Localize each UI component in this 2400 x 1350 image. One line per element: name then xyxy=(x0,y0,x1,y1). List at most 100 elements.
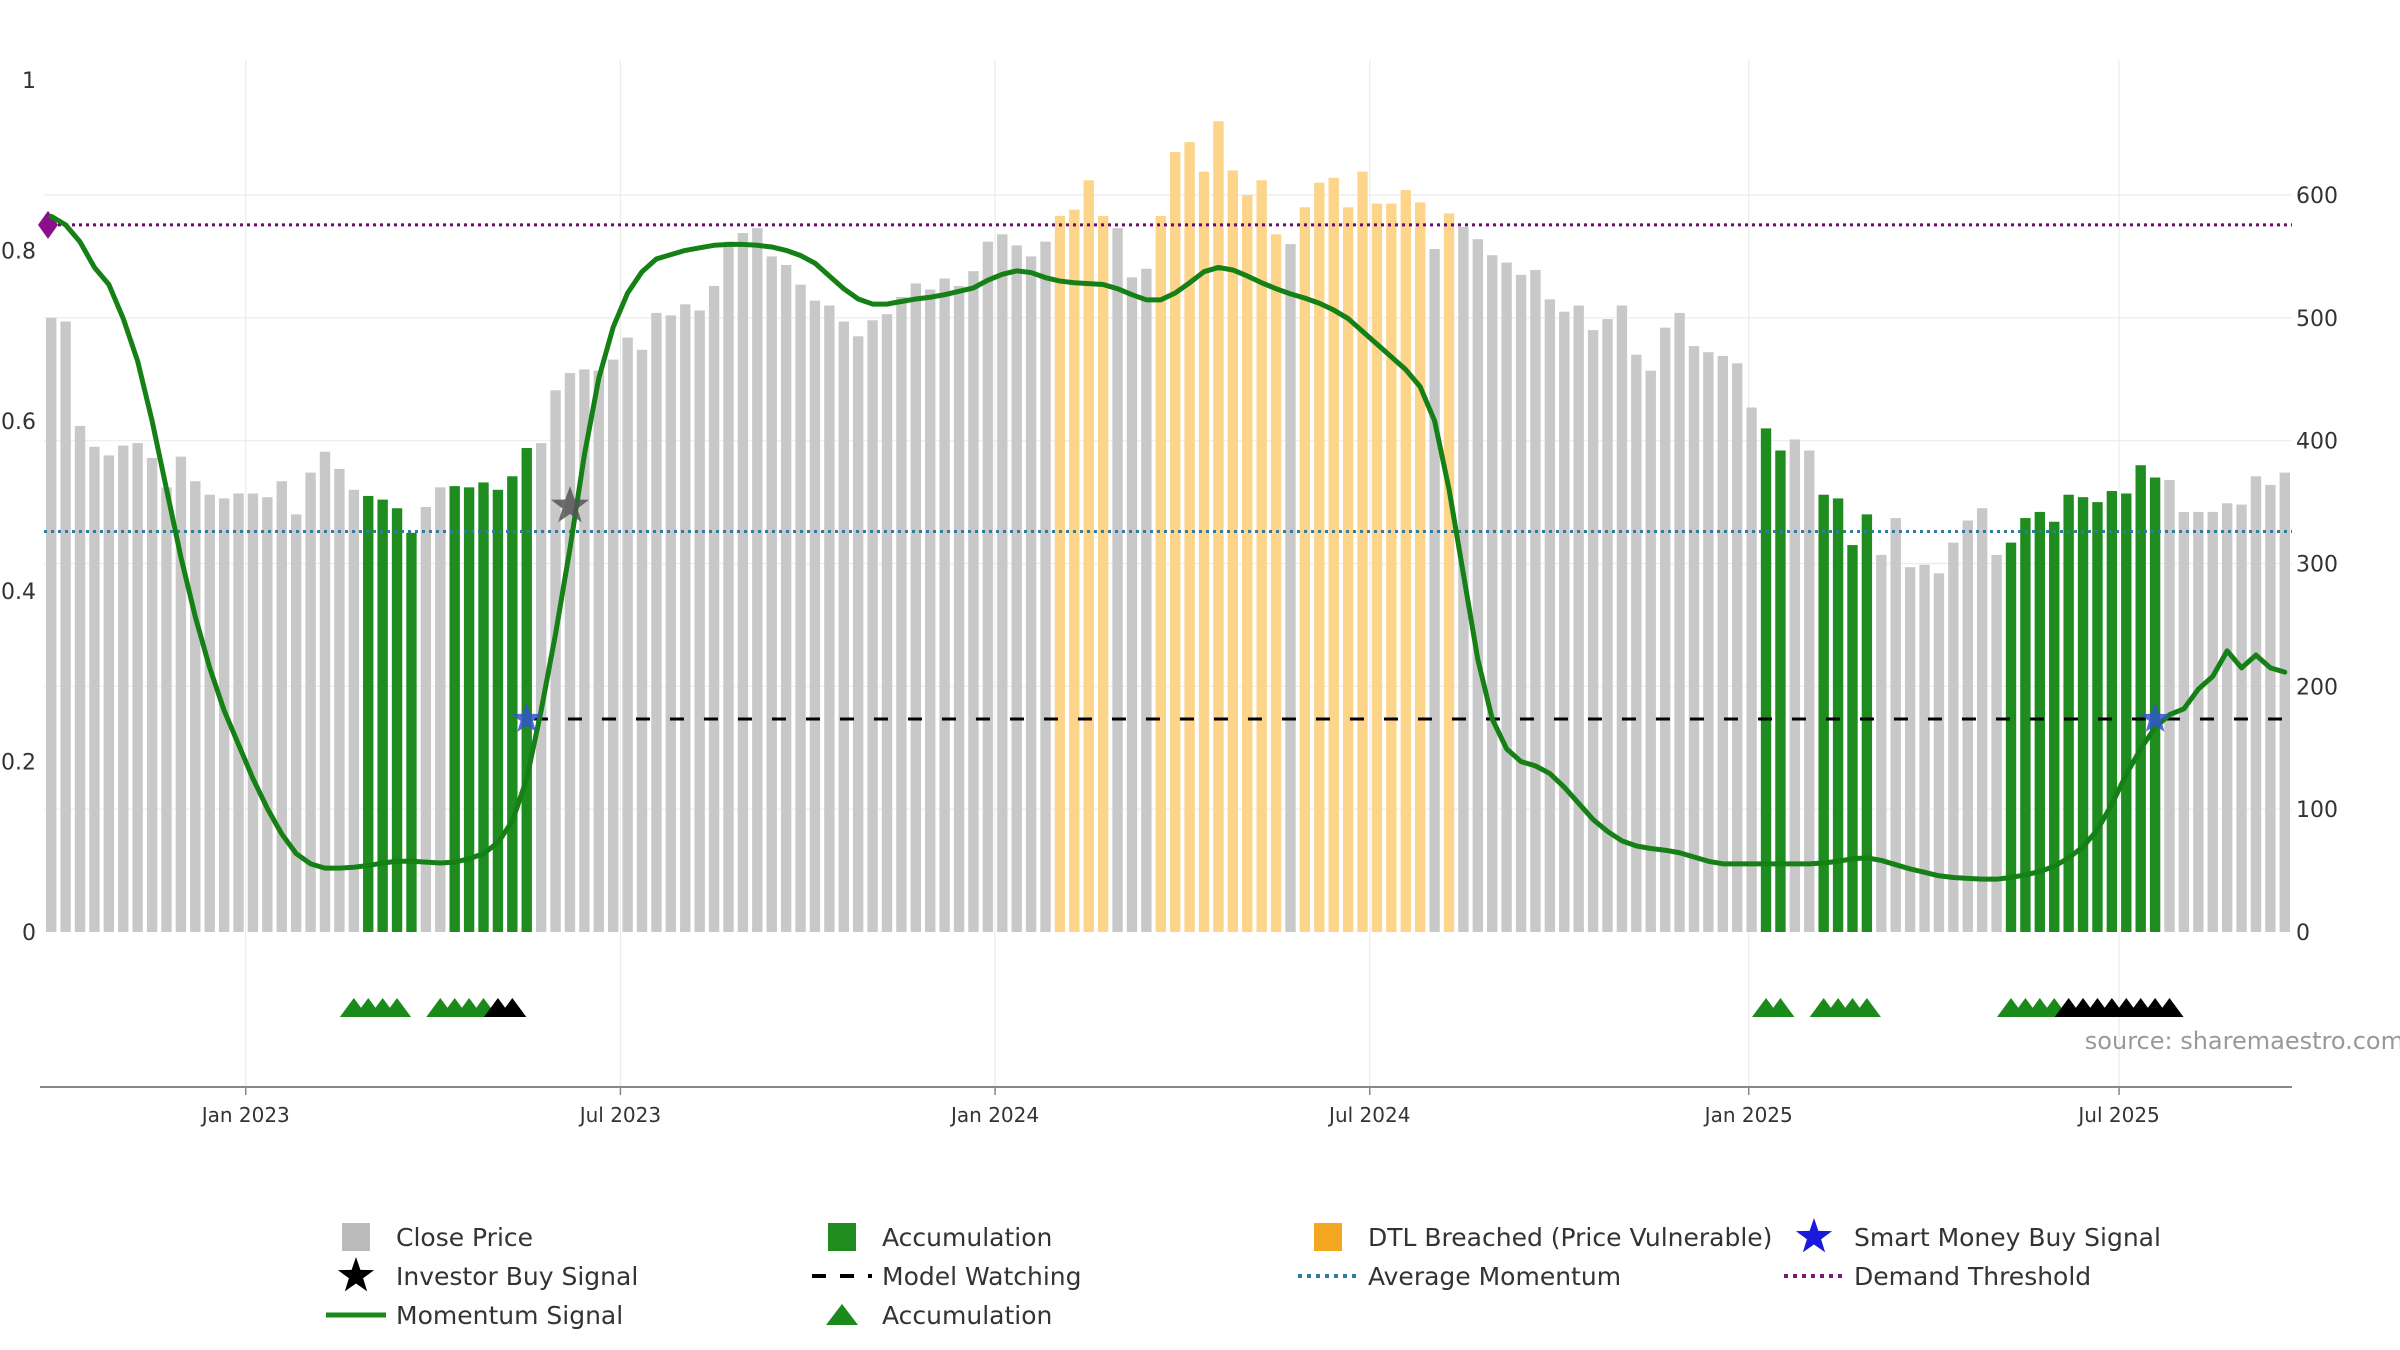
price-bars xyxy=(46,121,2290,933)
momentum-line xyxy=(48,213,2288,882)
close-price-bar xyxy=(1429,249,1440,933)
close-price-bar xyxy=(1573,305,1584,932)
close-price-bar xyxy=(103,455,115,932)
close-price-bar xyxy=(1904,567,1916,932)
accumulation-triangle xyxy=(2155,998,2184,1017)
legend-item-accumulation_bar: Accumulation xyxy=(828,1223,1052,1252)
dtl-breached-bar xyxy=(1299,207,1311,933)
close-price-bar xyxy=(824,305,835,932)
accumulation-triangle xyxy=(1766,998,1795,1017)
dtl-breached-bar xyxy=(1227,170,1239,932)
close-price-bar xyxy=(1962,520,1973,932)
accumulation-bar xyxy=(2034,511,2046,932)
close-price-bar xyxy=(1804,450,1815,932)
legend-star-icon xyxy=(1795,1218,1833,1253)
accumulation-bar xyxy=(463,487,475,932)
close-price-bar xyxy=(2221,503,2233,932)
legend-label: DTL Breached (Price Vulnerable) xyxy=(1368,1223,1772,1252)
close-price-bar xyxy=(925,289,936,932)
close-price-bar xyxy=(838,321,849,933)
accumulation-bar xyxy=(2063,494,2074,932)
dtl-breached-bar xyxy=(1328,177,1339,932)
legend-label: Smart Money Buy Signal xyxy=(1854,1223,2161,1252)
close-price-bar xyxy=(1515,274,1527,932)
accumulation-bar xyxy=(1861,514,1873,932)
close-price-bar xyxy=(1732,363,1743,932)
accumulation-triangle xyxy=(498,998,527,1017)
accumulation-panel xyxy=(339,998,2184,1017)
left-axis-tick-label: 0.8 xyxy=(1,239,36,264)
accumulation-bar xyxy=(1847,545,1858,932)
close-price-bar xyxy=(1991,554,2002,932)
dtl-breached-bar xyxy=(1400,190,1411,932)
close-price-bar xyxy=(1876,554,1887,932)
close-price-bar xyxy=(132,443,143,932)
legend-item-average_momentum: Average Momentum xyxy=(1298,1262,1621,1291)
legend-swatch xyxy=(342,1223,370,1251)
close-price-bar xyxy=(204,494,215,932)
dtl-breached-bar xyxy=(1054,215,1066,933)
close-price-bar xyxy=(1559,311,1570,933)
close-price-bar xyxy=(146,457,158,932)
legend-item-investor_buy: Investor Buy Signal xyxy=(337,1257,638,1292)
close-price-bar xyxy=(1688,346,1700,933)
accumulation-bar xyxy=(363,495,374,932)
close-price-bar xyxy=(579,369,590,932)
accumulation-bar xyxy=(507,476,518,932)
accumulation-bar xyxy=(1760,428,1772,932)
close-price-bar xyxy=(1717,355,1728,933)
dtl-breached-bar xyxy=(1371,203,1383,932)
legend-label: Close Price xyxy=(396,1223,533,1252)
legend-item-momentum: Momentum Signal xyxy=(326,1301,623,1330)
dtl-breached-bar xyxy=(1097,215,1109,933)
close-price-bar xyxy=(680,304,691,932)
legend-label: Model Watching xyxy=(882,1262,1082,1291)
close-price-bar xyxy=(1659,327,1671,932)
close-price-bar xyxy=(766,256,777,933)
demand-threshold-marker xyxy=(38,210,58,239)
close-price-bar xyxy=(1746,407,1757,932)
right-axis-tick-label: 500 xyxy=(2296,307,2338,332)
close-price-bar xyxy=(1126,277,1138,932)
close-price-bar xyxy=(1948,542,1959,932)
close-price-bar xyxy=(435,487,446,932)
close-price-bar xyxy=(233,493,244,932)
right-axis-tick-label: 0 xyxy=(2296,921,2310,946)
investor-buy-star xyxy=(551,486,589,523)
legend-label: Accumulation xyxy=(882,1223,1052,1252)
close-price-bar xyxy=(795,284,806,932)
dtl-breached-bar xyxy=(1242,195,1253,932)
right-axis-tick-label: 600 xyxy=(2296,184,2338,209)
close-price-bar xyxy=(708,285,720,932)
close-price-bar xyxy=(118,445,129,932)
close-price-bar xyxy=(420,506,432,932)
dtl-breached-bar xyxy=(1386,203,1397,932)
close-price-bar xyxy=(1501,262,1512,932)
close-price-bar xyxy=(89,446,100,932)
legend-label: Momentum Signal xyxy=(396,1301,623,1330)
close-price-bar xyxy=(1112,228,1123,933)
close-price-bar xyxy=(319,451,331,932)
legend-item-accumulation_tri: Accumulation xyxy=(826,1301,1052,1330)
accumulation-triangle xyxy=(1852,998,1881,1017)
close-price-bar xyxy=(968,271,979,932)
dtl-breached-bar xyxy=(1342,207,1354,933)
close-price-bar xyxy=(651,312,662,932)
close-price-bar xyxy=(1285,244,1296,933)
close-price-bar xyxy=(1919,564,1930,932)
close-price-bar xyxy=(334,468,345,932)
close-price-bar xyxy=(564,373,576,932)
accumulation-bar xyxy=(2135,465,2146,932)
right-axis-tick-label: 100 xyxy=(2296,798,2338,823)
accumulation-bar xyxy=(478,482,489,932)
accumulation-bar xyxy=(1832,498,1844,932)
close-price-bar xyxy=(2279,472,2290,932)
grid-lines xyxy=(44,60,2292,1087)
close-price-bar xyxy=(2265,484,2276,932)
close-price-bar xyxy=(982,241,994,933)
signal-markers xyxy=(511,486,2171,732)
accumulation-bar xyxy=(449,486,460,932)
close-price-bar xyxy=(881,314,893,933)
dtl-breached-bar xyxy=(1414,202,1426,932)
close-price-bar xyxy=(608,359,619,932)
